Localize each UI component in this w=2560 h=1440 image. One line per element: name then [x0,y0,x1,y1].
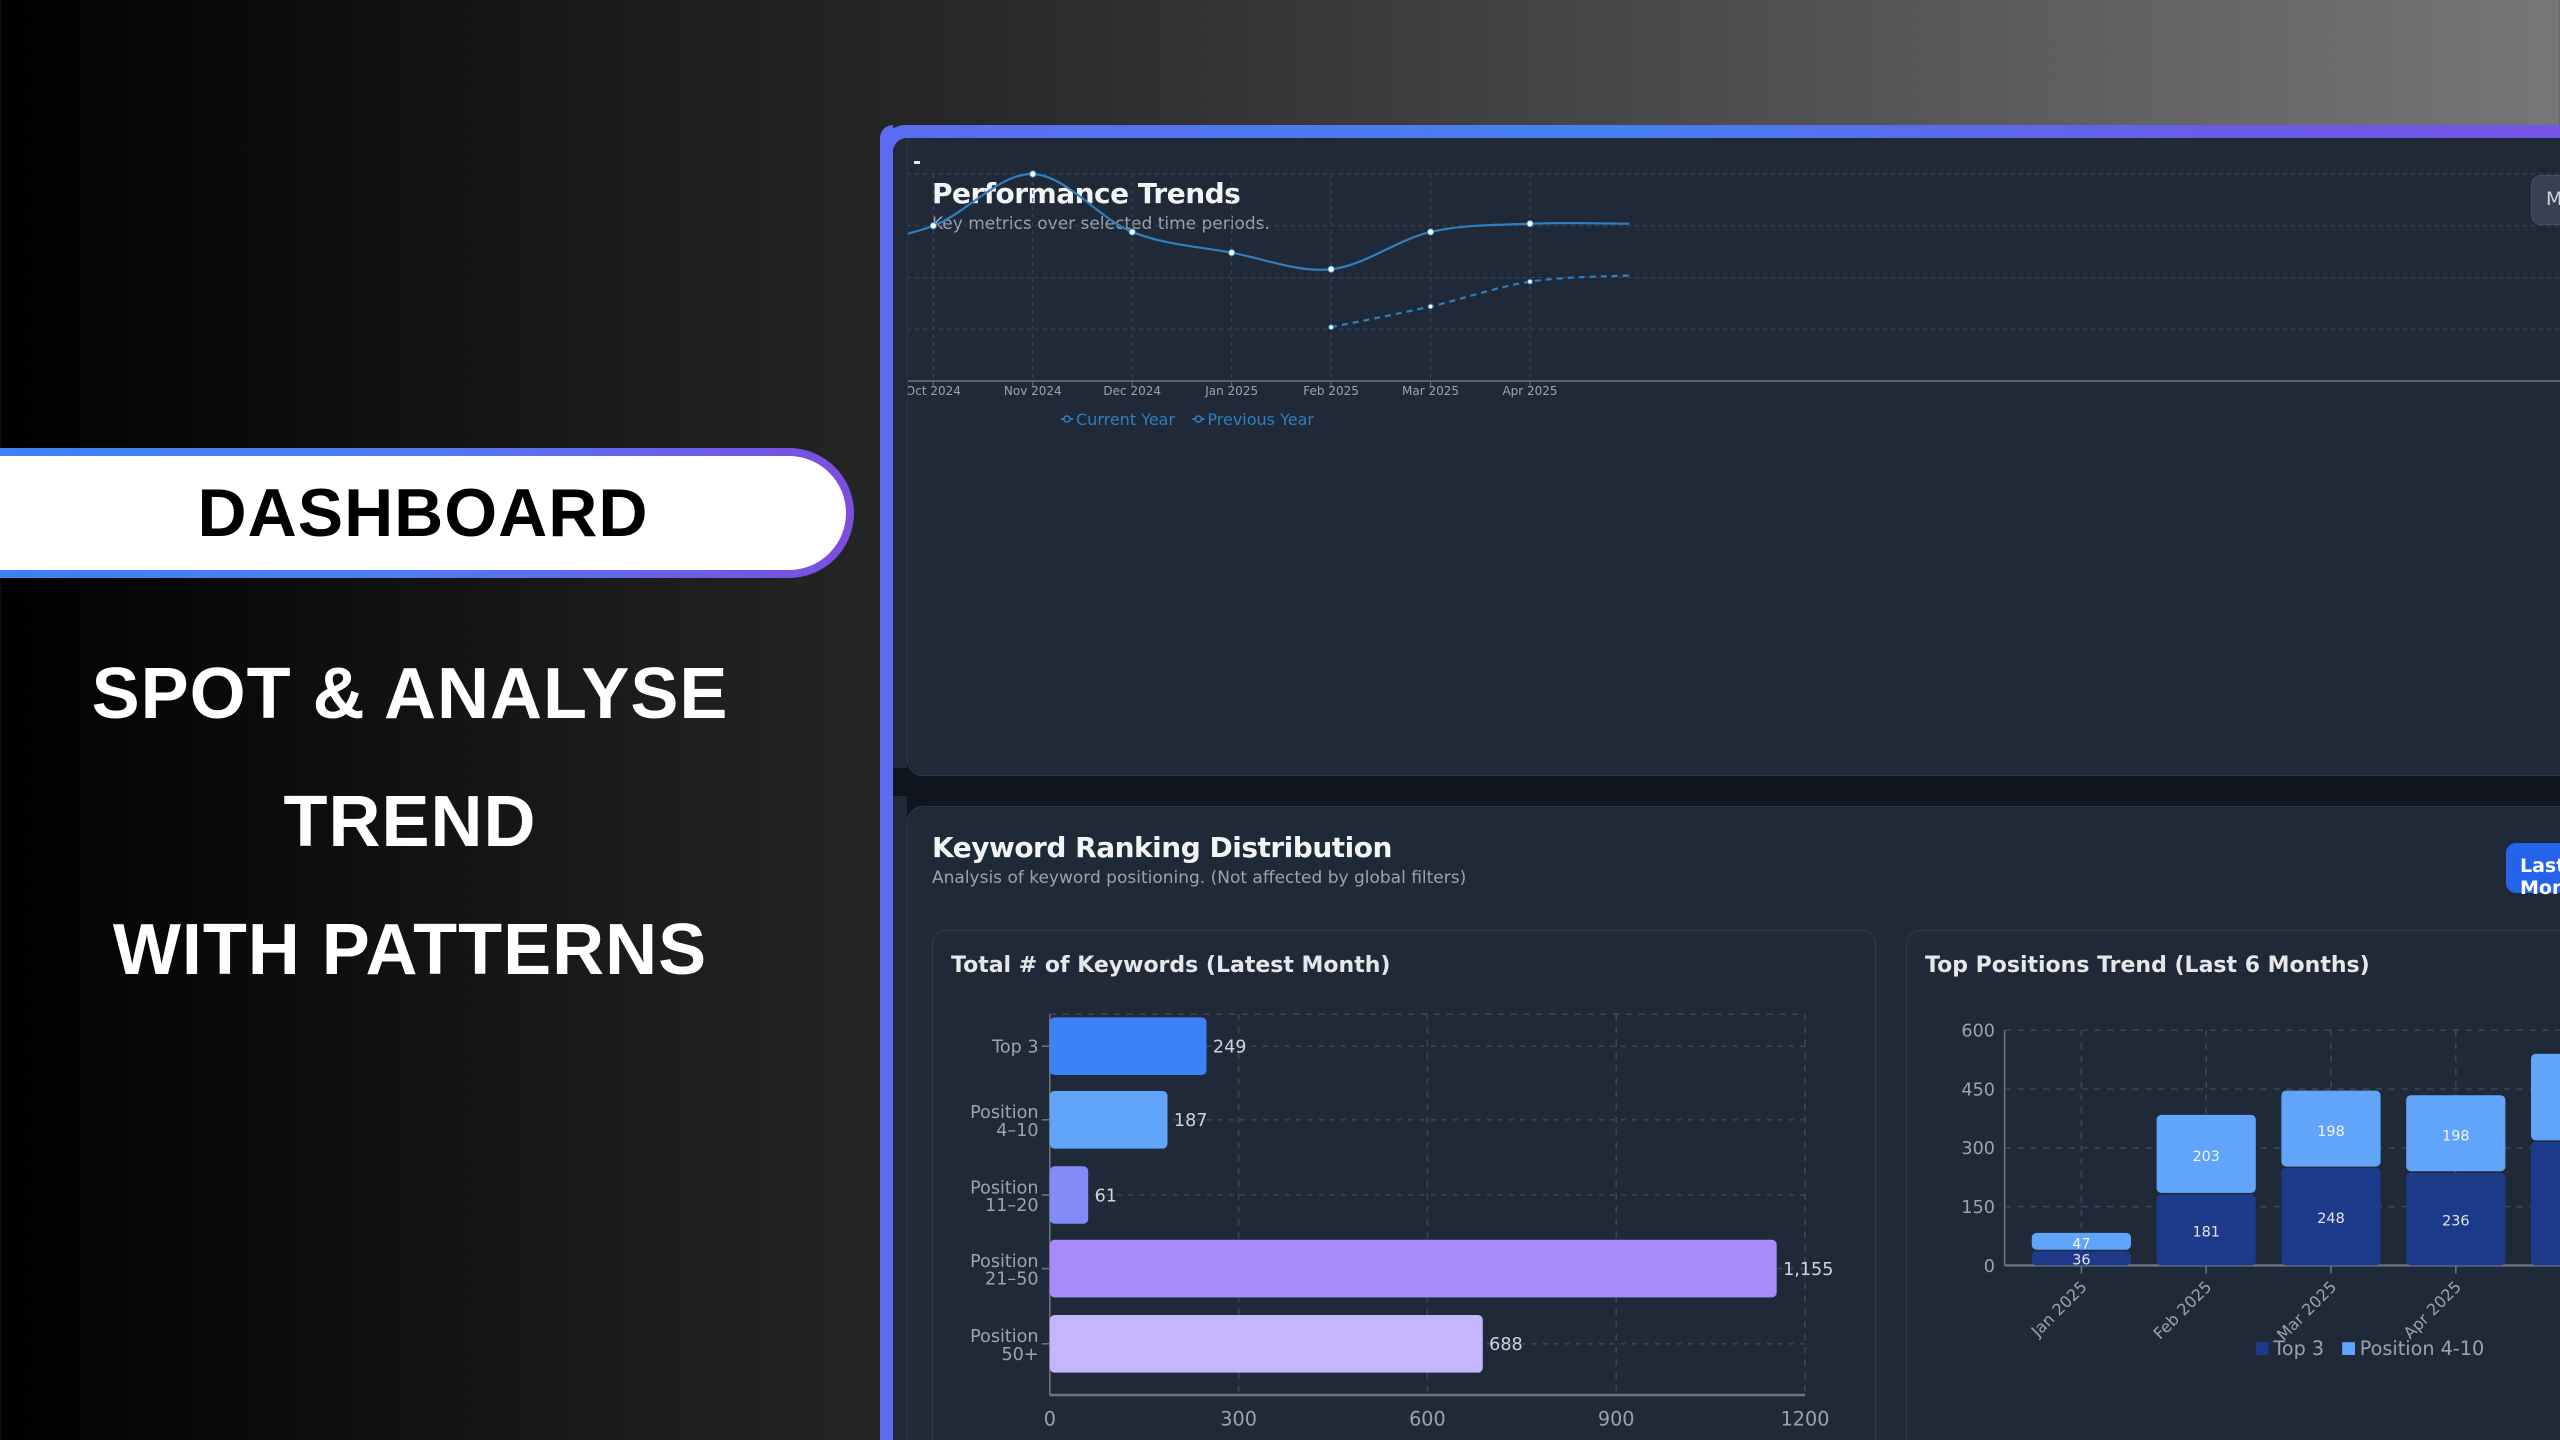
svg-text:198: 198 [2317,1124,2344,1140]
bar-pos4-10-3 [2406,1095,2506,1172]
period-select-button[interactable]: Monthly [2531,175,2560,225]
promo-line-3: WITH PATTERNS [112,910,708,990]
svg-text:Top 3: Top 3 [2272,1337,2324,1360]
promo-line-2: TREND [283,782,537,862]
svg-text:Mar 2025: Mar 2025 [1402,384,1459,398]
svg-text:0: 0 [1984,1257,1995,1277]
top-positions-title: Top Positions Trend (Last 6 Months) [1925,953,2370,978]
bar-3 [1049,1239,1777,1298]
dashboard-badge: DASHBOARD [0,448,854,578]
svg-text:61: 61 [1095,1186,1117,1206]
legend-previous-year[interactable]: Previous Year [1192,410,1314,429]
range-button[interactable]: Last 6 Months [2506,843,2560,899]
svg-text:Position 4-10: Position 4-10 [2360,1337,2484,1360]
svg-text:47: 47 [2072,1236,2090,1252]
svg-text:236: 236 [2442,1214,2469,1230]
bar-1 [1049,1091,1168,1149]
keyword-subtitle: Analysis of keyword positioning. (Not af… [932,868,1467,888]
svg-text:0: 0 [1044,1407,1056,1430]
svg-text:Mar 2025: Mar 2025 [2273,1277,2340,1344]
bar-pos4-10-1 [2156,1114,2256,1193]
svg-text:11–20: 11–20 [985,1196,1039,1216]
promo-headline: SPOT & ANALYSE TREND WITH PATTERNS [0,630,820,1014]
svg-text:Position: Position [970,1178,1039,1198]
total-keywords-title: Total # of Keywords (Latest Month) [951,953,1391,978]
bar-top3-0 [2031,1251,2131,1266]
bar-pos4-10-2 [2281,1090,2381,1167]
bar-top3-3 [2406,1172,2506,1266]
svg-text:187: 187 [1174,1111,1208,1131]
svg-text:450: 450 [1961,1080,1995,1100]
svg-text:Nov 2024: Nov 2024 [1004,384,1062,398]
bar-2 [1049,1166,1089,1224]
svg-text:600: 600 [1961,1022,1995,1042]
performance-subtitle: Key metrics over selected time periods. [932,214,1270,234]
svg-text:Apr 2025: Apr 2025 [1502,384,1557,398]
svg-text:150: 150 [1961,1198,1995,1218]
svg-text:4–10: 4–10 [996,1121,1038,1141]
bar-top3-2 [2281,1168,2381,1266]
svg-text:300: 300 [1220,1407,1257,1430]
dashboard-badge-label: DASHBOARD [197,475,649,551]
keyword-ranking-card: Keyword Ranking Distribution Analysis of… [907,806,2560,1440]
svg-text:900: 900 [1598,1407,1635,1430]
bar-4 [1049,1315,1483,1373]
side-strip-gap [893,768,907,796]
svg-text:Current Year: Current Year [1076,410,1175,429]
svg-text:Position: Position [970,1327,1039,1347]
svg-text:Feb 2025: Feb 2025 [2150,1277,2216,1343]
svg-text:248: 248 [2317,1211,2344,1227]
svg-text:Previous Year: Previous Year [1207,410,1314,429]
svg-text:1200: 1200 [1781,1407,1830,1430]
svg-text:Position: Position [970,1103,1039,1123]
svg-text:21–50: 21–50 [985,1270,1039,1290]
performance-line-chart: 0255075100Jul 2024Aug 2024Sep 2024Oct 20… [908,170,2560,429]
legend-current-year[interactable]: Current Year [1061,410,1175,429]
dashboard-canvas: Performance Trends Key metrics over sele… [893,138,2560,1440]
svg-text:688: 688 [1489,1335,1523,1355]
corner-mark [914,161,920,164]
bar-top3-1 [2156,1194,2256,1266]
svg-text:Jan 2025: Jan 2025 [2027,1277,2091,1341]
svg-text:203: 203 [2192,1149,2219,1165]
performance-trends-card: Performance Trends Key metrics over sele… [907,138,2560,776]
svg-text:50+: 50+ [1001,1345,1038,1365]
svg-text:Feb 2025: Feb 2025 [1303,384,1359,398]
promo-line-1: SPOT & ANALYSE [91,654,729,734]
bar-0 [1049,1017,1207,1075]
svg-text:600: 600 [1409,1407,1446,1430]
svg-text:181: 181 [2192,1224,2219,1240]
svg-text:1,155: 1,155 [1783,1260,1833,1280]
svg-text:Top 3: Top 3 [991,1038,1038,1058]
svg-text:Jan 2025: Jan 2025 [1204,384,1258,398]
svg-text:36: 36 [2072,1253,2090,1269]
top-positions-card: Top Positions Trend (Last 6 Months) 0 150… [1906,930,2560,1440]
dashboard-frame: Performance Trends Key metrics over sele… [880,125,2560,1440]
svg-text:Apr 2025: Apr 2025 [2400,1277,2465,1342]
bar-pos4-10-0 [2031,1232,2131,1250]
svg-text:300: 300 [1961,1139,1995,1159]
total-keywords-card: Total # of Keywords (Latest Month) 0 300 6… [932,930,1876,1440]
svg-text:Oct 2024: Oct 2024 [908,384,961,398]
svg-text:Position: Position [970,1252,1039,1272]
svg-text:249: 249 [1213,1038,1247,1058]
svg-text:198: 198 [2442,1128,2469,1144]
keyword-title: Keyword Ranking Distribution [932,831,1392,864]
svg-text:Dec 2024: Dec 2024 [1103,384,1161,398]
